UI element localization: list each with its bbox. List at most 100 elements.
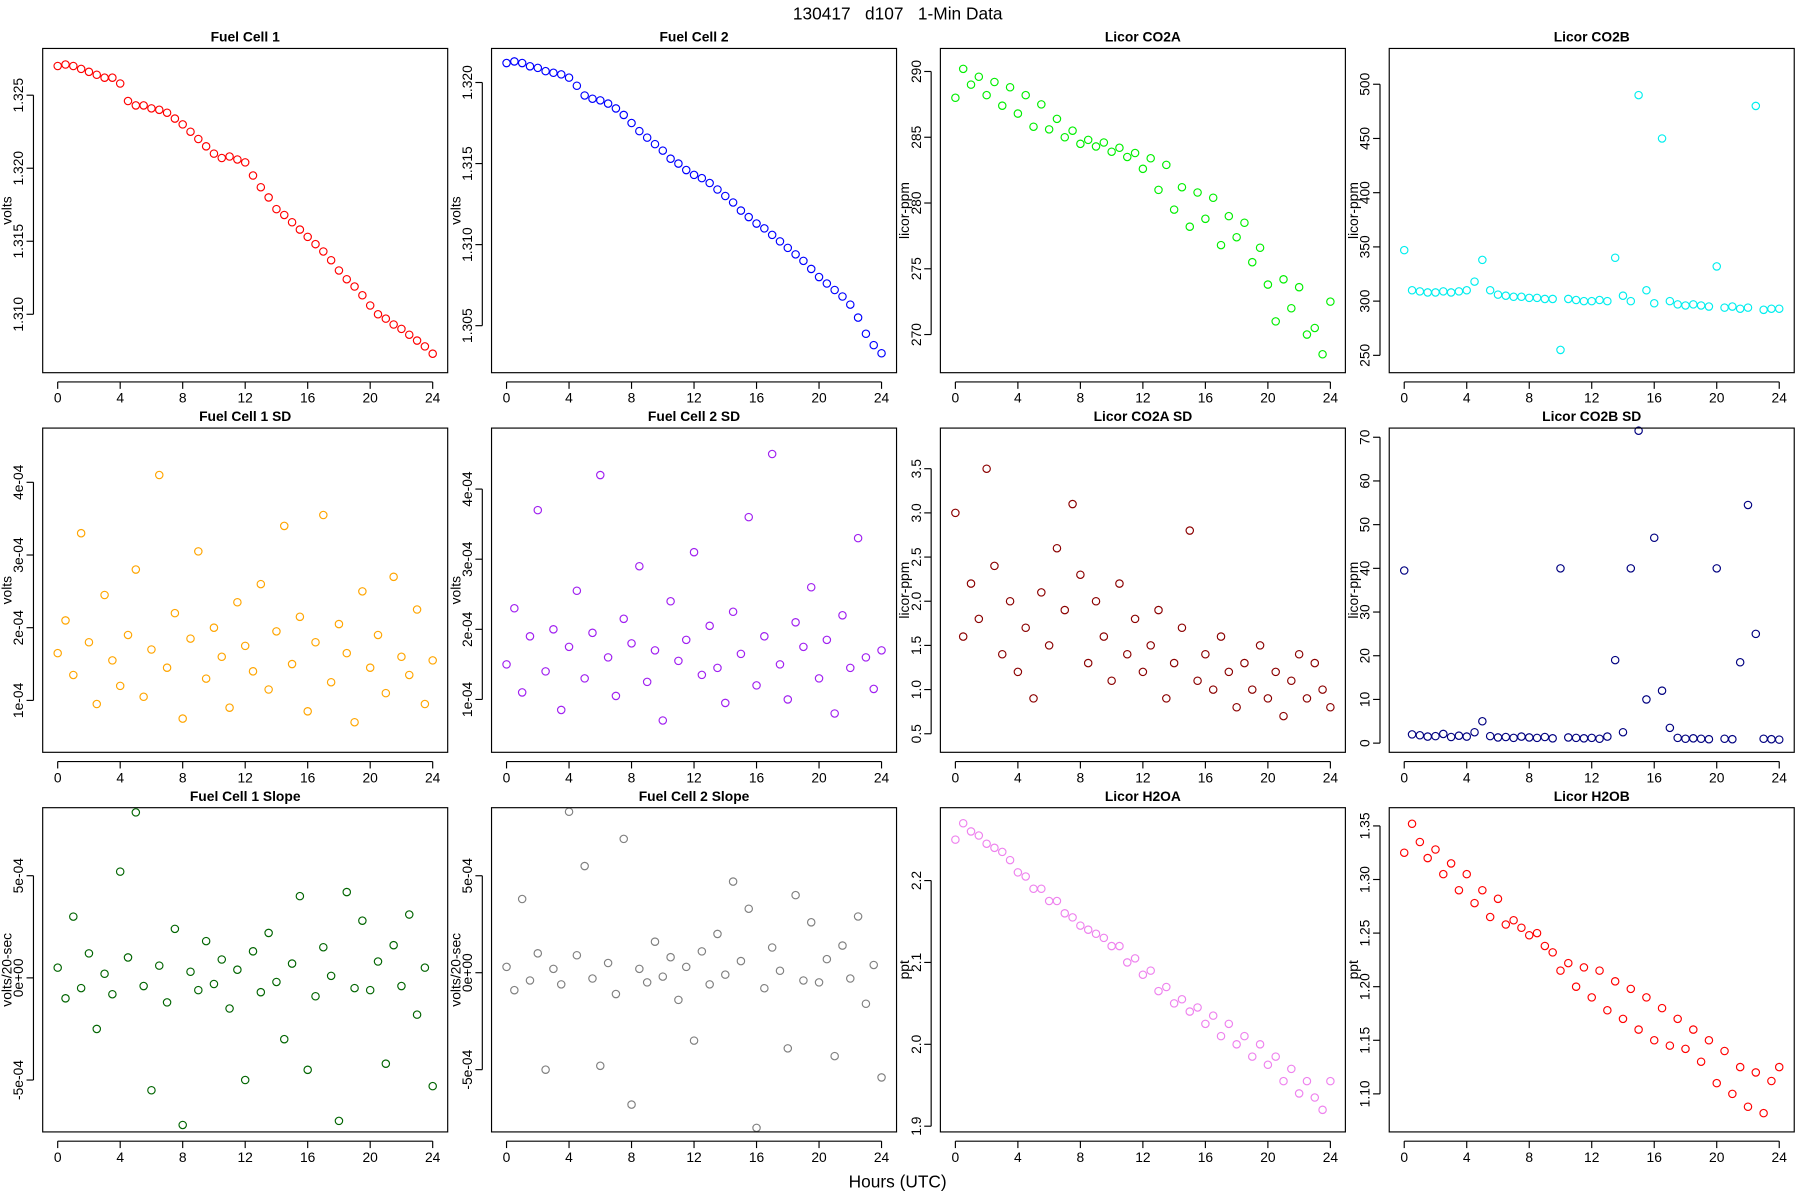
point [1712,1078,1722,1088]
point [783,695,793,704]
point [412,605,422,614]
point [412,1010,422,1019]
plot-frame [490,427,898,753]
point [1517,923,1526,933]
point [791,250,800,259]
point [139,101,148,110]
y-tick-label: 1.5 [908,635,924,655]
plot-frame [42,807,449,1133]
point [131,808,141,817]
point [92,70,102,80]
point [1099,933,1109,943]
point [1302,1076,1312,1086]
point [556,70,566,79]
point [61,616,70,625]
point [1548,734,1557,743]
point [588,628,597,638]
point [1774,1062,1784,1072]
point [1603,732,1612,741]
panel-title: Fuel Cell 1 SD [199,408,291,424]
point [123,953,133,962]
point [619,834,628,844]
point [1642,695,1651,704]
point [170,924,180,934]
point [1146,641,1155,650]
point [233,155,242,164]
point [533,505,543,515]
point [373,630,383,640]
point [869,684,878,694]
point [1470,727,1479,737]
point [627,639,636,648]
point [92,1024,102,1034]
point [76,528,86,538]
point [1185,222,1195,231]
point [186,634,195,643]
point [775,237,785,246]
point [603,653,613,662]
point [162,998,172,1007]
y-tick-label: -5e-04 [459,1049,475,1089]
point [1485,286,1495,295]
point [1052,114,1062,124]
y-tick-label: 2e-04 [10,610,26,646]
point [264,928,273,938]
point [525,632,535,641]
point [1005,855,1015,865]
point [658,972,668,981]
point [1493,894,1503,904]
point [1044,125,1054,134]
point [1287,1064,1296,1074]
point [217,153,227,163]
point [326,971,336,981]
point [861,653,871,662]
point [170,608,180,618]
y-tick-label: 1.320 [459,65,475,100]
point [256,987,266,997]
y-axis-label: volts [0,576,15,605]
point [549,625,558,634]
point [1454,885,1464,895]
point [1294,1089,1304,1098]
x-tick-label: 16 [749,390,765,406]
panel: Licor CO2B SD licor-ppm 0 4 8 12 16 20 24 0 10 20 30… [1345,408,1795,785]
point [1712,564,1722,573]
point [428,1081,437,1091]
point [822,279,832,288]
point [1704,1036,1714,1045]
point [334,619,344,629]
point [853,912,863,921]
point [1462,286,1472,295]
point [736,206,746,215]
point [1532,928,1542,938]
point [1208,193,1218,203]
point [76,983,86,993]
point [1548,948,1557,957]
x-tick-label: 20 [1709,1149,1725,1165]
point [974,831,984,840]
point [420,342,430,351]
x-tick-label: 4 [1014,390,1022,406]
point [1169,205,1179,214]
point [1154,986,1163,996]
point [838,941,847,950]
point [767,943,777,952]
point [123,96,133,106]
x-tick-label: 12 [1135,1149,1150,1165]
point [201,142,211,151]
x-tick-label: 0 [952,1149,960,1165]
plot-frame [1388,427,1795,753]
point [303,1065,312,1075]
x-tick-label: 24 [425,769,441,785]
point [760,224,769,233]
point [115,681,125,691]
point [603,958,613,968]
point [1099,632,1109,641]
point [728,877,738,886]
point [1310,658,1320,668]
point [1044,641,1054,650]
point [1287,303,1296,313]
point [619,110,628,120]
point [596,470,605,480]
